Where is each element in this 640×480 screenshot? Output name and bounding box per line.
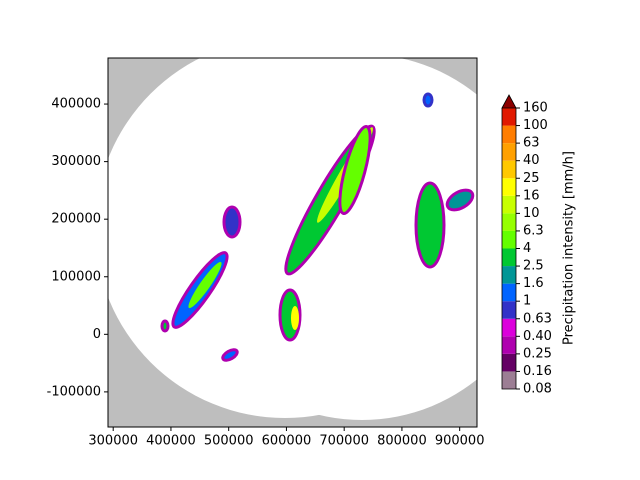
radar-coverage — [179, 58, 477, 420]
y-tick-label: 100000 — [51, 269, 101, 284]
colorbar-tick-label: 0.16 — [523, 364, 552, 379]
colorbar-segment — [502, 266, 516, 284]
x-tick-label: 900000 — [435, 434, 485, 449]
axes-frame — [107, 57, 478, 428]
x-tick-label: 400000 — [146, 434, 196, 449]
colorbar-segment — [502, 283, 516, 302]
colorbar-segment — [502, 336, 516, 354]
colorbar-tick-label: 16 — [523, 188, 540, 203]
colorbar-tick-label: 63 — [523, 136, 540, 151]
x-tick-label: 500000 — [204, 434, 254, 449]
colorbar-extend — [501, 94, 517, 109]
colorbar-label: Precipitation intensity [mm/h] — [562, 151, 577, 345]
x-tick-label: 300000 — [88, 434, 138, 449]
colorbar-tick-label: 0.40 — [523, 329, 552, 344]
y-tick-label: 400000 — [51, 97, 101, 112]
colorbar-segment — [502, 318, 516, 337]
colorbar-tick-label: 1 — [523, 294, 531, 309]
colorbar-segment — [502, 125, 516, 144]
x-tick-label: 600000 — [262, 434, 312, 449]
x-tick-label: 800000 — [377, 434, 427, 449]
y-tick-label: -100000 — [47, 384, 101, 399]
colorbar-tick-label: 0.25 — [523, 346, 552, 361]
colorbar-segment — [502, 230, 516, 249]
colorbar-tick-label: 25 — [523, 171, 540, 186]
colorbar-tick-label: 0.08 — [523, 382, 552, 397]
colorbar-tick-label: 6.3 — [523, 223, 544, 238]
x-tick-label: 700000 — [319, 434, 369, 449]
colorbar-tick-label: 2.5 — [523, 259, 544, 274]
colorbar-tick-label: 0.63 — [523, 311, 552, 326]
colorbar-tick-label: 160 — [523, 101, 548, 116]
colorbar-segment — [502, 178, 516, 196]
y-tick-label: 300000 — [51, 154, 101, 169]
y-tick-label: 0 — [93, 327, 101, 342]
colorbar-segment — [502, 371, 516, 389]
colorbar-segment — [502, 248, 516, 267]
precip-cells — [160, 92, 475, 362]
colorbar-tick-label: 4 — [523, 241, 531, 256]
colorbar-segment — [502, 213, 516, 231]
colorbar-segment — [502, 143, 516, 161]
colorbar-segment — [502, 160, 516, 179]
colorbar-segment — [502, 301, 516, 319]
y-tick-label: 200000 — [51, 212, 101, 227]
colorbar-tick-label: 1.6 — [523, 276, 544, 291]
colorbar-segment — [502, 195, 516, 214]
colorbar-tick-label: 10 — [523, 206, 540, 221]
colorbar-tick-label: 100 — [523, 118, 548, 133]
colorbar-segment — [502, 108, 516, 126]
colorbar-segment — [502, 353, 516, 372]
colorbar-tick-label: 40 — [523, 153, 540, 168]
map — [108, 58, 477, 427]
